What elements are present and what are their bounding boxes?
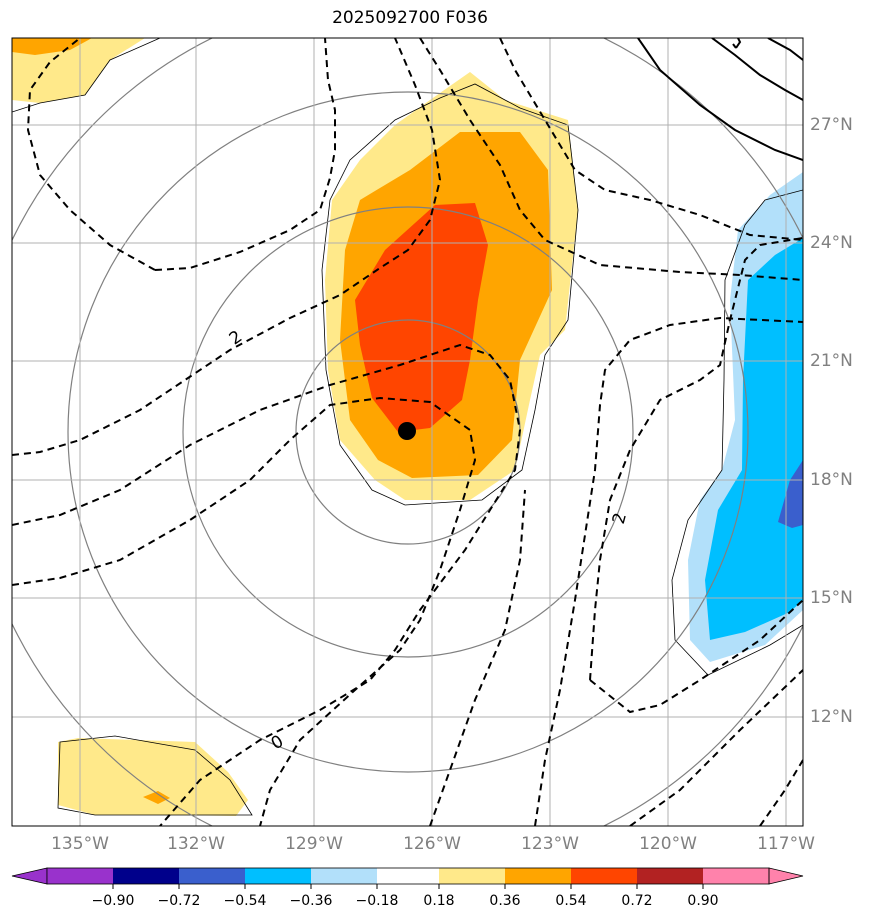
fill-red-center: [355, 203, 488, 432]
lon-label-135w: 135°W: [51, 834, 109, 854]
lat-label-21n: 21°N: [810, 351, 853, 371]
lon-label-123w: 123°W: [521, 834, 579, 854]
lon-label-126w: 126°W: [403, 834, 461, 854]
storm-center-marker: [398, 422, 416, 440]
lon-label-120w: 120°W: [639, 834, 697, 854]
colorbar-tick-p054: 0.54: [555, 893, 587, 909]
lon-label-129w: 129°W: [285, 834, 343, 854]
colorbar-tick-p090: 0.90: [687, 893, 719, 909]
solid-contours: [637, 38, 803, 161]
colorbar-tick-m090: −0.90: [91, 893, 135, 909]
contour-label-2-east: 2: [609, 511, 631, 527]
lon-label-132w: 132°W: [167, 834, 225, 854]
colorbar-extend-high: [768, 867, 804, 885]
colorbar-bin-5: [311, 868, 377, 884]
lon-label-117w: 117°W: [757, 834, 815, 854]
colorbar-bin-6: [377, 868, 439, 884]
colorbar-bin-10: [637, 868, 703, 884]
colorbar-extend-low: [11, 867, 48, 885]
lat-label-27n: 27°N: [810, 115, 853, 135]
dashed-contours: [12, 38, 803, 826]
fill-yellow-nw: [12, 38, 145, 103]
colorbar-tick-m018: −0.18: [355, 893, 399, 909]
lat-label-12n: 12°N: [810, 707, 853, 727]
fill-orange-sw: [143, 791, 170, 804]
colorbar-bin-8: [505, 868, 571, 884]
colorbar: [11, 867, 804, 889]
colorbar-tick-m036: −0.36: [289, 893, 333, 909]
map-frame: [11, 37, 804, 827]
fill-darkblue-east: [778, 460, 803, 528]
lat-label-18n: 18°N: [810, 470, 853, 490]
colorbar-tick-p018: 0.18: [423, 893, 455, 909]
colorbar-bin-9: [571, 868, 637, 884]
colorbar-bin-3: [179, 868, 245, 884]
colorbar-tick-p036: 0.36: [489, 893, 521, 909]
lat-label-24n: 24°N: [810, 233, 853, 253]
colorbar-bin-2: [113, 868, 179, 884]
gridlines: [12, 38, 803, 826]
chart-title: 2025092700 F036: [332, 8, 488, 28]
fill-blue-east: [705, 238, 803, 640]
colorbar-bin-11: [703, 868, 769, 884]
colorbar-bin-1: [47, 868, 113, 884]
colorbar-bin-7: [439, 868, 505, 884]
fill-orange-nw: [12, 38, 92, 55]
colorbar-tick-p072: 0.72: [621, 893, 653, 909]
fill-yellow-sw: [58, 738, 248, 816]
lat-label-15n: 15°N: [810, 588, 853, 608]
colorbar-tick-m072: −0.72: [157, 893, 201, 909]
colorbar-bin-4: [245, 868, 311, 884]
colorbar-tick-m054: −0.54: [223, 893, 267, 909]
